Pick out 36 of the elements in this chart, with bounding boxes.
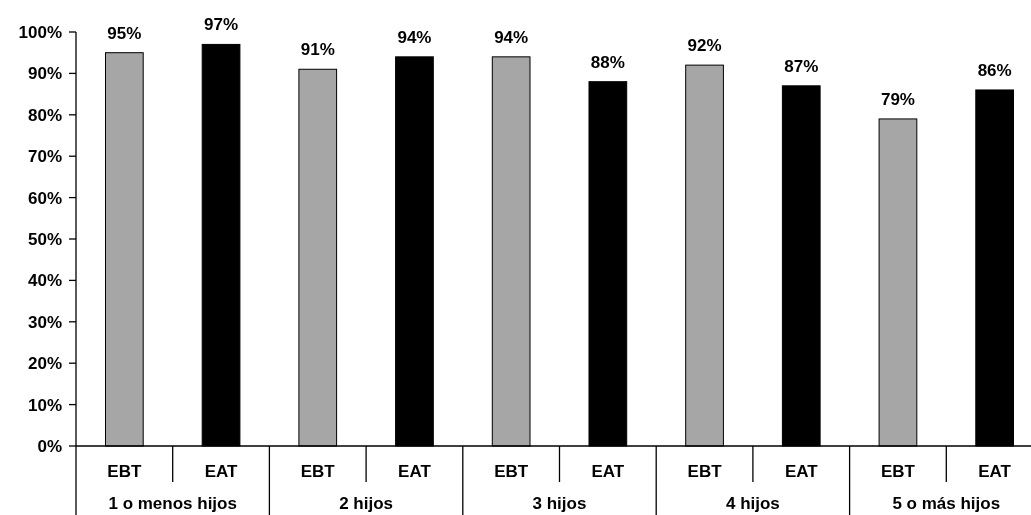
data-label: 79% [880, 89, 915, 109]
text: EAT [591, 462, 625, 481]
y-tick-label: 50% [27, 229, 62, 249]
data-label: 91% [300, 40, 335, 60]
data-label: 95% [107, 23, 142, 43]
data-label: 86% [977, 60, 1012, 80]
text: EAT [398, 462, 431, 481]
data-label: 92% [687, 36, 722, 56]
x-tick-label: 5 o más hijos [892, 494, 1001, 513]
x-tick-label: 1 o menos hijos [108, 494, 237, 513]
text: EBT [880, 462, 915, 481]
data-label: 94% [494, 27, 529, 47]
series-label: EBT [107, 462, 142, 481]
x-tick-label: 3 hijos [532, 494, 587, 513]
data-label: 97% [204, 15, 239, 35]
data-label: 88% [590, 52, 625, 72]
text: EBT [300, 462, 335, 481]
y-tick-label: 90% [27, 64, 62, 84]
y-tick-label: 100% [18, 22, 62, 42]
text: EBT [494, 462, 529, 481]
text: EAT [784, 462, 818, 481]
legend-label: EAT [204, 462, 239, 481]
text: EBT [687, 462, 722, 481]
data-label: 94% [397, 27, 432, 47]
y-tick-label: 30% [27, 312, 62, 332]
text: EAT [978, 462, 1012, 481]
y-tick-label: 10% [27, 395, 62, 415]
y-tick-label: 80% [27, 105, 62, 125]
y-tick-label: 70% [27, 147, 62, 167]
y-tick-label: 0% [37, 436, 62, 456]
y-tick-label: 40% [27, 271, 62, 291]
data-label: 87% [784, 56, 819, 76]
x-tick-label: 2 hijos [339, 494, 394, 513]
y-tick-label: 20% [27, 354, 62, 374]
x-tick-label: 4 hijos [725, 494, 780, 513]
y-tick-label: 60% [27, 188, 62, 208]
